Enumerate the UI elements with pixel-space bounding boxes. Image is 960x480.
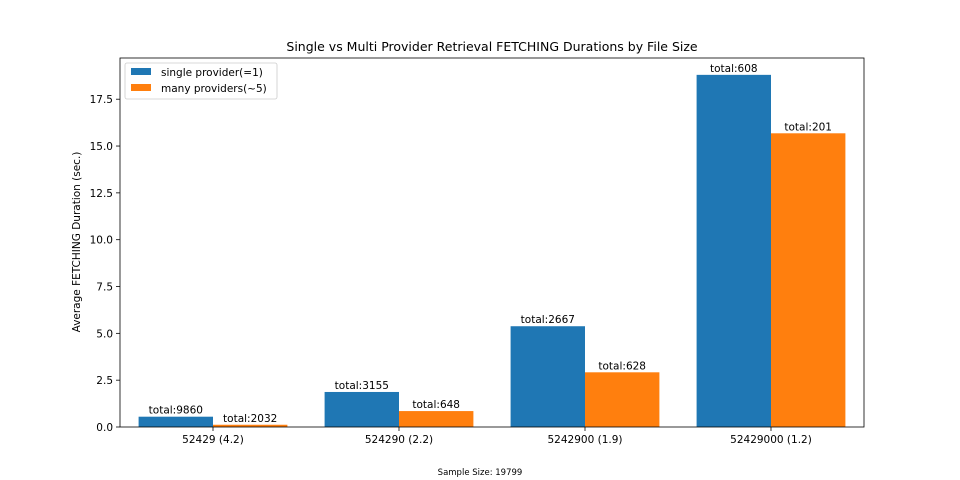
bar-value-label: total:3155 (335, 380, 389, 392)
bar-many-1 (399, 411, 474, 427)
x-tick-label: 5242900 (1.9) (548, 434, 623, 446)
y-tick-label: 0.0 (96, 422, 113, 434)
y-tick-label: 12.5 (90, 188, 113, 200)
x-tick-label: 52429000 (1.2) (730, 434, 812, 446)
legend: single provider(=1) many providers(~5) (124, 62, 278, 100)
bars-group (138, 74, 846, 428)
bar-value-label: total:628 (598, 360, 646, 372)
bar-many-0 (213, 424, 288, 427)
y-axis: 0.0 2.5 5.0 7.5 10.0 12.5 15.0 17.5 (90, 94, 120, 434)
bar-value-label: total:2032 (223, 413, 277, 425)
legend-label-single: single provider(=1) (161, 67, 263, 79)
sample-size-footnote: Sample Size: 19799 (438, 468, 523, 478)
y-tick-label: 7.5 (96, 282, 113, 294)
bar-value-label: total:2667 (521, 314, 575, 326)
bar-value-label: total:201 (784, 121, 832, 133)
y-axis-label: Average FETCHING Duration (sec.) (71, 152, 83, 333)
bar-single-2 (510, 326, 585, 427)
y-tick-label: 15.0 (90, 141, 113, 153)
y-tick-label: 17.5 (90, 94, 113, 106)
plot-frame (119, 57, 865, 428)
bar-single-1 (324, 391, 399, 427)
legend-box (124, 62, 278, 100)
bar-many-2 (585, 372, 660, 427)
bar-single-0 (138, 416, 213, 427)
bar-value-label: total:608 (710, 63, 758, 75)
y-tick-label: 2.5 (96, 375, 113, 387)
x-tick-label: 524290 (2.2) (365, 434, 433, 446)
x-axis: 52429 (4.2) 524290 (2.2) 5242900 (1.9) 5242… (182, 427, 812, 446)
y-tick-label: 10.0 (90, 235, 113, 247)
bar-value-label: total:648 (412, 399, 460, 411)
legend-label-many: many providers(~5) (161, 83, 267, 95)
bar-labels-group: total:9860 total:3155 total:2667 total:608 t… (149, 63, 832, 425)
chart-title: Single vs Multi Provider Retrieval FETCH… (286, 39, 698, 54)
legend-swatch-many (131, 84, 151, 91)
x-tick-label: 52429 (4.2) (182, 434, 244, 446)
y-tick-label: 5.0 (96, 328, 113, 340)
bar-many-3 (771, 133, 846, 428)
legend-swatch-single (131, 68, 151, 75)
bar-single-3 (696, 74, 771, 428)
bar-value-label: total:9860 (149, 405, 203, 417)
